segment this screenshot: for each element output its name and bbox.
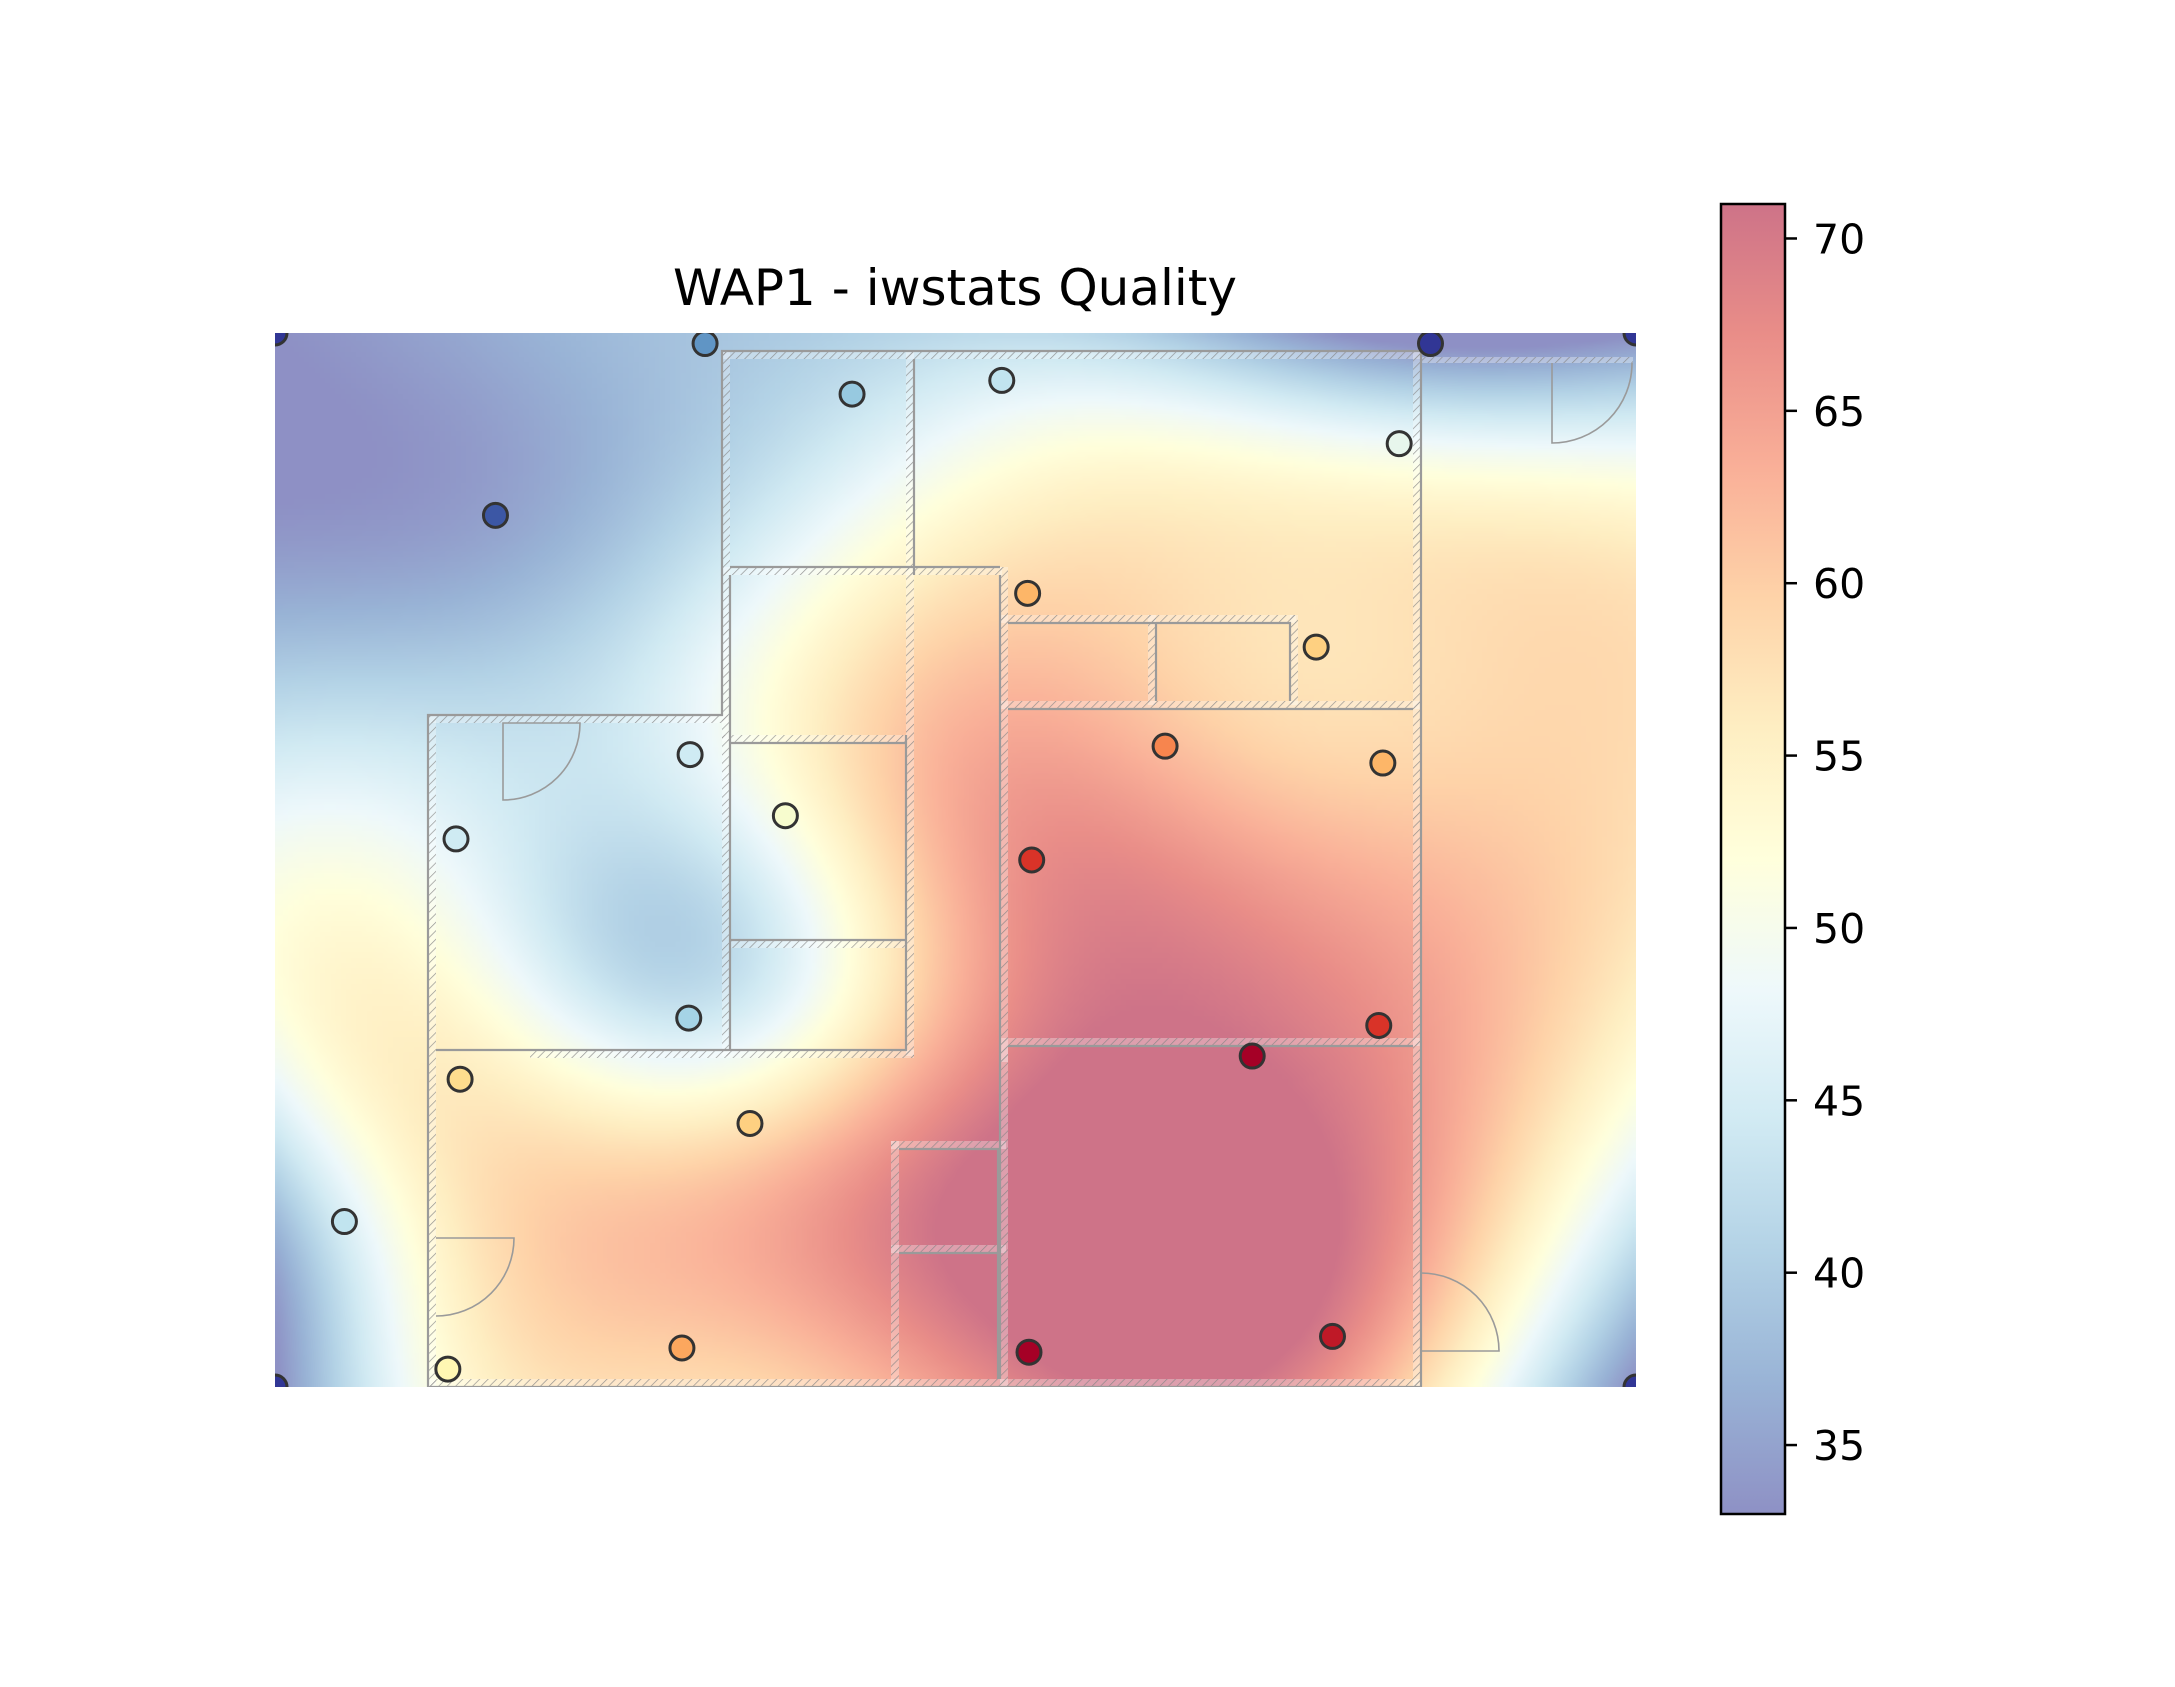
measurement-point (691, 333, 719, 358)
colorbar-tick-label: 50 (1813, 905, 1865, 953)
measurement-point (446, 1065, 474, 1093)
measurement-point (771, 802, 799, 830)
measurement-point (668, 1334, 696, 1362)
measurement-point (1238, 1042, 1266, 1070)
measurement-point (1018, 846, 1046, 874)
measurement-point (1622, 333, 1636, 347)
heatmap (275, 333, 1636, 1387)
measurement-point (1369, 749, 1397, 777)
measurement-point (481, 501, 509, 529)
colorbar-ticks: 35 40 45 50 55 60 65 70 (1785, 215, 1865, 1470)
measurement-point (330, 1208, 358, 1236)
colorbar-gradient (1721, 204, 1785, 1514)
measurement-point (1622, 1373, 1636, 1387)
plot-area (275, 333, 1636, 1387)
colorbar-tick-label: 35 (1813, 1422, 1865, 1470)
colorbar-tick-label: 40 (1813, 1250, 1865, 1298)
measurement-point (275, 1373, 289, 1387)
measurement-point (675, 1004, 703, 1032)
floor-plan (426, 349, 1633, 1387)
colorbar-tick-label: 55 (1813, 733, 1865, 781)
measurement-point (1365, 1011, 1393, 1039)
measurement-point (988, 366, 1016, 394)
measurement-point (676, 741, 704, 769)
colorbar-tick-label: 60 (1813, 560, 1865, 608)
chart-title: WAP1 - iwstats Quality (673, 259, 1237, 317)
measurement-point (434, 1355, 462, 1383)
measurement-point (1385, 430, 1413, 458)
colorbar-tick-label: 70 (1813, 215, 1865, 263)
colorbar-tick-label: 65 (1813, 388, 1865, 436)
colorbar: 35 40 45 50 55 60 65 70 (1719, 202, 1865, 1516)
measurement-point (1014, 579, 1042, 607)
measurement-point (442, 825, 470, 853)
measurement-points (275, 333, 1636, 1387)
measurement-point (1416, 333, 1444, 358)
measurement-point (838, 380, 866, 408)
colorbar-tick-label: 45 (1813, 1077, 1865, 1125)
measurement-point (1302, 633, 1330, 661)
colorbar-frame (1719, 202, 1787, 1516)
measurement-point (1015, 1338, 1043, 1366)
measurement-point (1151, 732, 1179, 760)
measurement-point (736, 1110, 764, 1137)
measurement-point (1318, 1322, 1346, 1350)
measurement-point (275, 333, 289, 347)
